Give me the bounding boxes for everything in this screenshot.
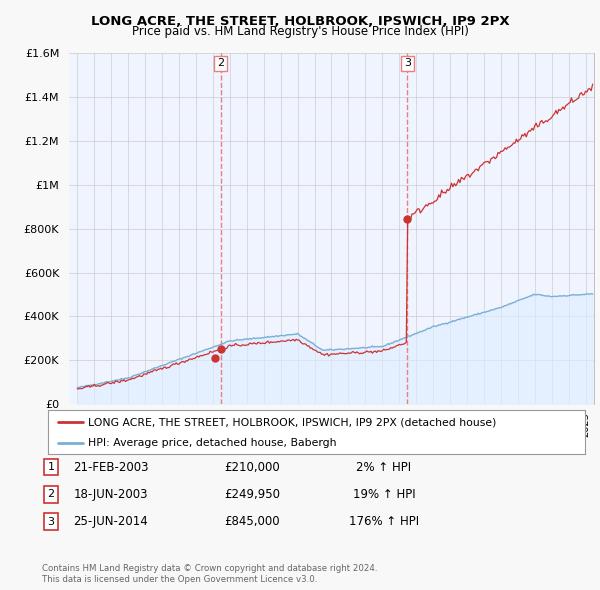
Text: 18-JUN-2003: 18-JUN-2003 [74,488,148,501]
Text: 1: 1 [47,463,55,472]
Text: LONG ACRE, THE STREET, HOLBROOK, IPSWICH, IP9 2PX: LONG ACRE, THE STREET, HOLBROOK, IPSWICH… [91,15,509,28]
Text: £845,000: £845,000 [224,515,280,528]
Text: This data is licensed under the Open Government Licence v3.0.: This data is licensed under the Open Gov… [42,575,317,584]
Text: 25-JUN-2014: 25-JUN-2014 [74,515,148,528]
Text: 3: 3 [47,517,55,526]
Text: HPI: Average price, detached house, Babergh: HPI: Average price, detached house, Babe… [88,438,337,448]
Text: 2: 2 [217,58,224,68]
Text: 3: 3 [404,58,411,68]
Text: 2% ↑ HPI: 2% ↑ HPI [356,461,412,474]
Text: Contains HM Land Registry data © Crown copyright and database right 2024.: Contains HM Land Registry data © Crown c… [42,565,377,573]
Text: Price paid vs. HM Land Registry's House Price Index (HPI): Price paid vs. HM Land Registry's House … [131,25,469,38]
Text: £249,950: £249,950 [224,488,280,501]
Text: 176% ↑ HPI: 176% ↑ HPI [349,515,419,528]
Text: LONG ACRE, THE STREET, HOLBROOK, IPSWICH, IP9 2PX (detached house): LONG ACRE, THE STREET, HOLBROOK, IPSWICH… [88,418,497,427]
Text: 21-FEB-2003: 21-FEB-2003 [73,461,149,474]
Text: 2: 2 [47,490,55,499]
Text: £210,000: £210,000 [224,461,280,474]
Text: 19% ↑ HPI: 19% ↑ HPI [353,488,415,501]
